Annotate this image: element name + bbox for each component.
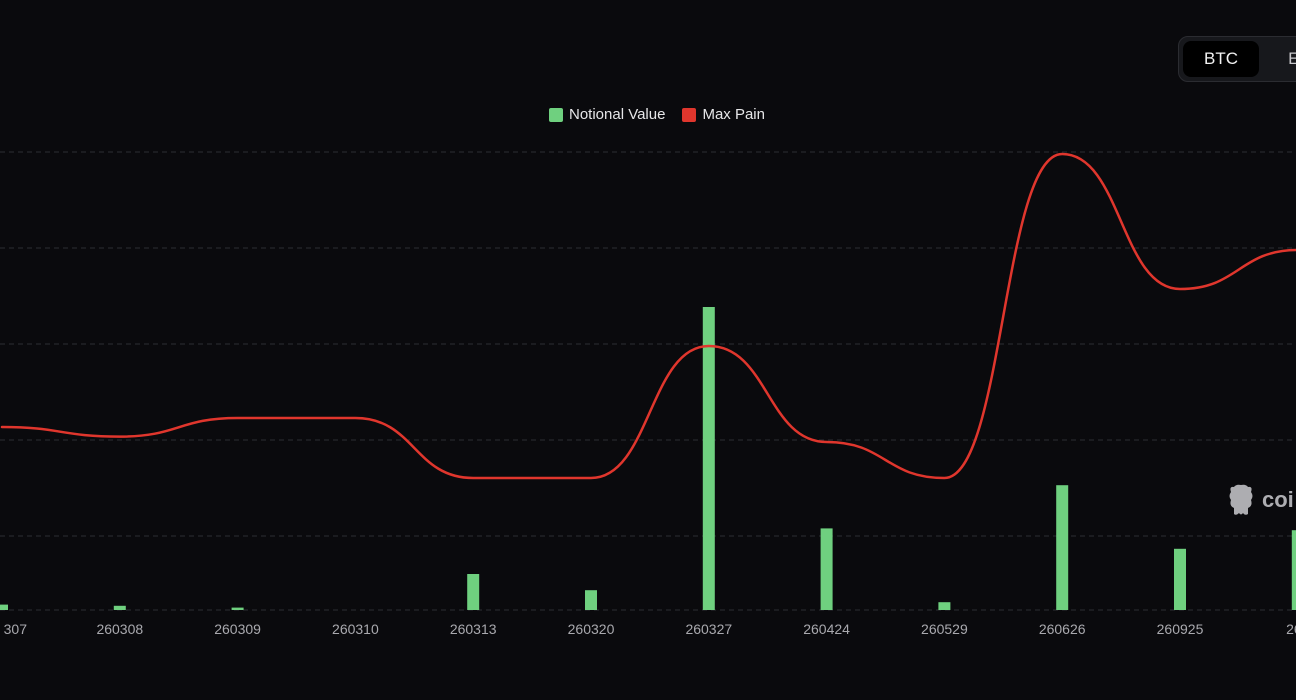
notional-value-bar[interactable]: [467, 574, 480, 610]
max-pain-line-group: [0, 152, 1296, 480]
x-tick-label: 260626: [1039, 621, 1086, 637]
legend-label-max-pain: Max Pain: [702, 106, 765, 123]
x-axis-ticks: 307 260308 260309 260310 260313 260320 260327 2…: [4, 621, 1296, 637]
watermark: coi: [1226, 483, 1294, 517]
x-tick-label: 307: [4, 621, 28, 637]
notional-value-bars: [0, 307, 1296, 610]
notional-value-bar[interactable]: [1174, 548, 1186, 610]
legend-label-notional-value: Notional Value: [569, 106, 666, 123]
notional-value-bar[interactable]: [702, 307, 715, 610]
legend-item-max-pain[interactable]: Max Pain: [682, 106, 765, 123]
coinglass-logo-icon: [1229, 484, 1253, 515]
legend-item-notional-value[interactable]: Notional Value: [549, 106, 665, 123]
x-tick-label: 260310: [332, 621, 379, 637]
notional-value-bar[interactable]: [113, 605, 126, 610]
x-tick-label: 261: [1286, 621, 1296, 637]
x-tick-label: 260308: [96, 621, 143, 637]
notional-value-bar[interactable]: [938, 602, 951, 610]
x-tick-label: 260529: [921, 621, 968, 637]
notional-value-bar[interactable]: [820, 528, 833, 610]
notional-value-bar[interactable]: [585, 590, 597, 610]
notional-value-bar[interactable]: [231, 607, 244, 610]
watermark-text: coi: [1262, 487, 1294, 512]
x-tick-label: 260309: [214, 621, 261, 637]
legend-swatch-max-pain: [682, 107, 697, 122]
notional-value-bar[interactable]: [1291, 530, 1296, 610]
x-tick-label: 260320: [568, 621, 615, 637]
notional-value-bar[interactable]: [0, 604, 8, 610]
x-tick-label: 260925: [1157, 621, 1204, 637]
max-pain-line[interactable]: [0, 152, 1296, 480]
coin-option-eth[interactable]: ET: [1288, 49, 1296, 68]
notional-value-bar[interactable]: [1056, 485, 1069, 610]
coin-option-btc[interactable]: BTC: [1183, 41, 1259, 77]
legend-swatch-notional-value: [549, 107, 563, 122]
chart-legend: Notional Value Max Pain: [549, 106, 782, 123]
x-tick-label: 260313: [450, 621, 497, 637]
chart-grid: [0, 151, 1296, 611]
coin-switch: BTC ET: [1178, 36, 1296, 82]
x-tick-label: 260327: [685, 621, 732, 637]
x-tick-label: 260424: [803, 621, 850, 637]
